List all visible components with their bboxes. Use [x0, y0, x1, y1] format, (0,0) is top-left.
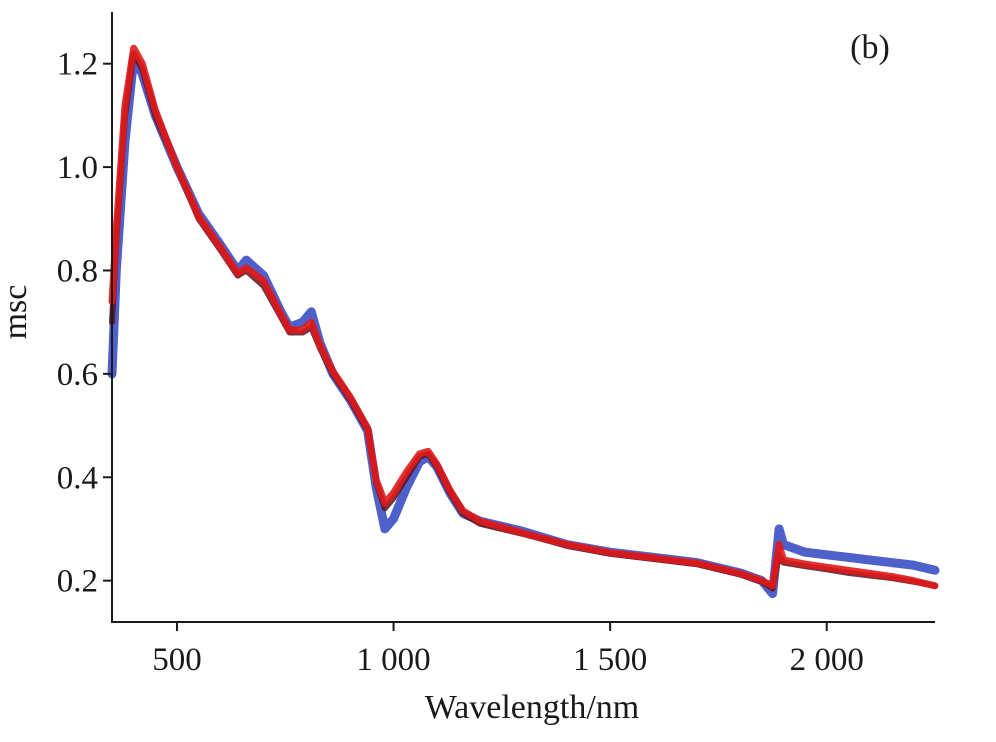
y-tick-label: 1.0: [57, 150, 98, 186]
y-tick-label: 0.4: [57, 460, 98, 496]
x-tick-label: 2 000: [790, 642, 864, 678]
series-layer: [107, 44, 940, 599]
x-tick-label: 500: [152, 642, 202, 678]
x-tick-label: 1 000: [356, 642, 430, 678]
spectrum-series-line: [109, 50, 938, 592]
plot-frame: [111, 12, 935, 623]
ticks-layer: 500 1 000 1 500 2 000 0.2 0.4 0.6 0.8 1.0 1.2: [57, 47, 864, 678]
y-tick-label: 0.2: [57, 564, 98, 600]
panel-label: (b): [850, 29, 890, 66]
y-tick-label: 1.2: [57, 47, 98, 83]
y-axis-title: msc: [0, 285, 34, 340]
x-axis-title: Wavelength/nm: [425, 689, 639, 726]
y-tick-label: 0.6: [57, 357, 98, 393]
x-tick-label: 1 500: [573, 642, 647, 678]
y-tick-label: 0.8: [57, 253, 98, 289]
spectrum-series-line: [107, 54, 940, 599]
spectrum-series-line: [108, 44, 939, 590]
